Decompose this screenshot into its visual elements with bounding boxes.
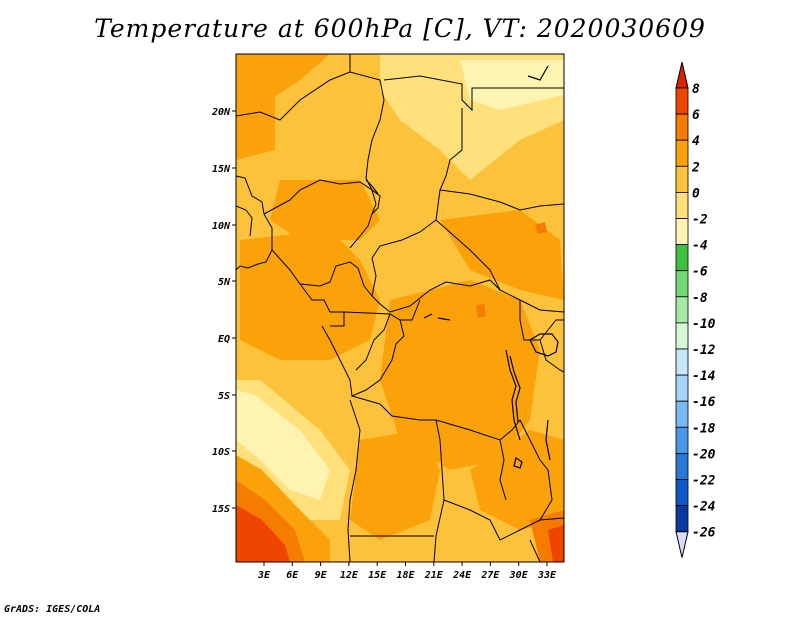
lat-tick-label: 10S: [212, 447, 230, 458]
colorbar-label: -18: [692, 421, 716, 436]
lon-tick-label: 30E: [509, 570, 529, 581]
country-borders: [236, 54, 564, 562]
colorbar-label: 6: [692, 108, 700, 123]
longitude-axis: 3E 6E 9E 12E 15E 18E 21E 24E 27E 30E 33E: [257, 562, 557, 581]
lon-tick-label: 12E: [340, 570, 359, 581]
lat-tick-label: 20N: [211, 107, 231, 118]
colorbar-over-arrow: [675, 61, 689, 89]
lat-tick-label: 10N: [212, 221, 231, 232]
colorbar-label: -24: [692, 500, 716, 515]
colorbar-label: 0: [692, 186, 700, 201]
latitude-axis: 20N 15N 10N 5N EQ 5S 10S 15S: [211, 107, 236, 515]
lakes: [365, 65, 559, 469]
lat-tick-label: EQ: [218, 334, 230, 345]
colorbar-label: 2: [691, 160, 700, 175]
colorbar-label: -12: [692, 343, 716, 358]
colorbar-segment: [675, 322, 689, 350]
lat-tick-label: 15N: [212, 164, 231, 175]
colorbar-segment: [675, 218, 689, 246]
colorbar-segment: [675, 113, 689, 141]
lon-tick-label: 33E: [537, 570, 557, 581]
colorbar-label: -6: [692, 265, 708, 280]
lon-tick-label: 18E: [396, 570, 415, 581]
lon-tick-label: 9E: [315, 570, 328, 581]
lon-tick-label: 27E: [480, 570, 500, 581]
lat-tick-label: 5S: [218, 391, 230, 402]
colorbar: 8 6 4 2 0 -2 -4 -6 -8 -10 -12 -14 -16 -18 -20 -22 -24 -26: [675, 61, 716, 558]
lon-tick-label: 15E: [368, 570, 387, 581]
colorbar-segment: [675, 348, 689, 376]
colorbar-label: -14: [692, 369, 716, 384]
lon-tick-label: 3E: [257, 570, 271, 581]
lon-tick-label: 24E: [452, 570, 472, 581]
colorbar-segment: [675, 505, 689, 533]
colorbar-under-arrow: [675, 531, 689, 558]
lat-tick-label: 15S: [212, 504, 230, 515]
colorbar-label: -4: [692, 239, 708, 254]
temperature-field: [236, 54, 564, 562]
map-frame: [235, 53, 565, 563]
colorbar-segment: [675, 374, 689, 402]
colorbar-segment: [675, 191, 689, 219]
colorbar-segment: [675, 139, 689, 167]
colorbar-label: -16: [692, 395, 716, 410]
map-title: Temperature at 600hPa [C], VT: 202003060…: [94, 14, 706, 43]
colorbar-label: -26: [692, 526, 716, 541]
colorbar-label: -8: [692, 291, 708, 306]
colorbar-segment: [675, 270, 689, 298]
colorbar-label: 4: [692, 134, 700, 149]
colorbar-segment: [675, 400, 689, 428]
colorbar-segment: [675, 296, 689, 324]
colorbar-segment: [675, 244, 689, 272]
colorbar-label: -20: [692, 447, 716, 462]
colorbar-label: -2: [692, 213, 708, 228]
colorbar-segment: [675, 426, 689, 454]
colorbar-segment: [675, 87, 689, 115]
colorbar-label: -22: [692, 474, 716, 489]
lat-tick-label: 5N: [218, 277, 231, 288]
colorbar-segment: [675, 479, 689, 507]
colorbar-label: 8: [692, 82, 700, 97]
grads-credit: GrADS: IGES/COLA: [4, 604, 101, 615]
lon-tick-label: 6E: [286, 570, 299, 581]
colorbar-segment: [675, 452, 689, 480]
lon-tick-label: 21E: [424, 570, 444, 581]
colorbar-label: -10: [692, 317, 716, 332]
colorbar-segment: [675, 165, 689, 193]
